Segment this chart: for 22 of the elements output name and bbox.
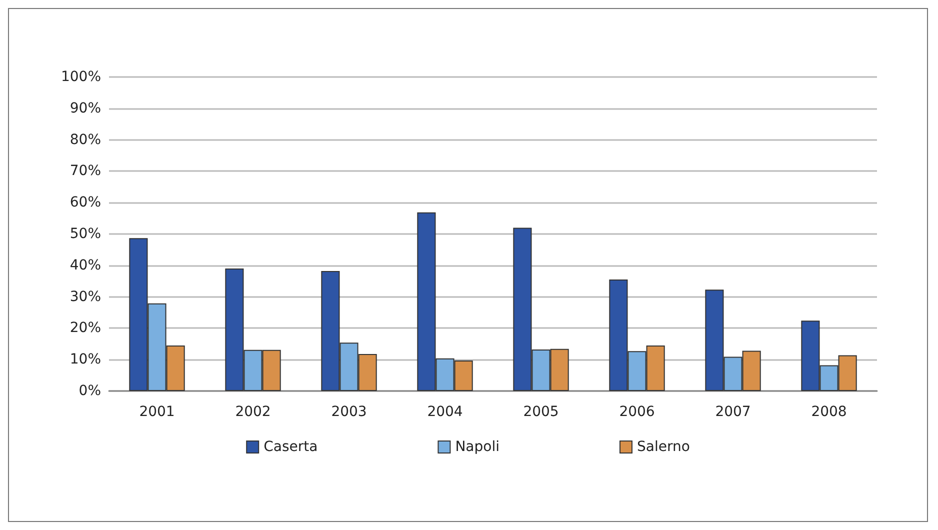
y-tick-label: 60% (70, 194, 101, 211)
y-tick-label: 40% (70, 257, 101, 274)
x-tick-label: 2002 (235, 404, 271, 420)
y-tick-label: 10% (70, 352, 101, 368)
y-tick-label: 0% (78, 383, 101, 399)
legend-label: Napoli (455, 439, 500, 455)
y-tick-label: 100% (60, 69, 101, 85)
x-tick-label: 2003 (331, 404, 367, 420)
y-tick-label: 70% (70, 163, 101, 180)
x-tick-label: 2004 (427, 404, 463, 420)
x-tick-label: 2006 (619, 404, 655, 420)
x-tick-label: 2008 (811, 404, 847, 420)
legend-label: Salerno (636, 439, 690, 455)
y-tick-label: 30% (70, 288, 101, 305)
y-tick-label: 50% (70, 226, 101, 242)
y-tick-label: 80% (70, 132, 101, 148)
y-tick-label: 20% (70, 320, 101, 336)
x-tick-label: 2007 (715, 404, 751, 420)
x-tick-label: 2001 (139, 404, 175, 420)
legend-label: Caserta (264, 439, 318, 455)
x-tick-label: 2005 (523, 404, 559, 420)
y-tick-label: 90% (70, 100, 101, 116)
